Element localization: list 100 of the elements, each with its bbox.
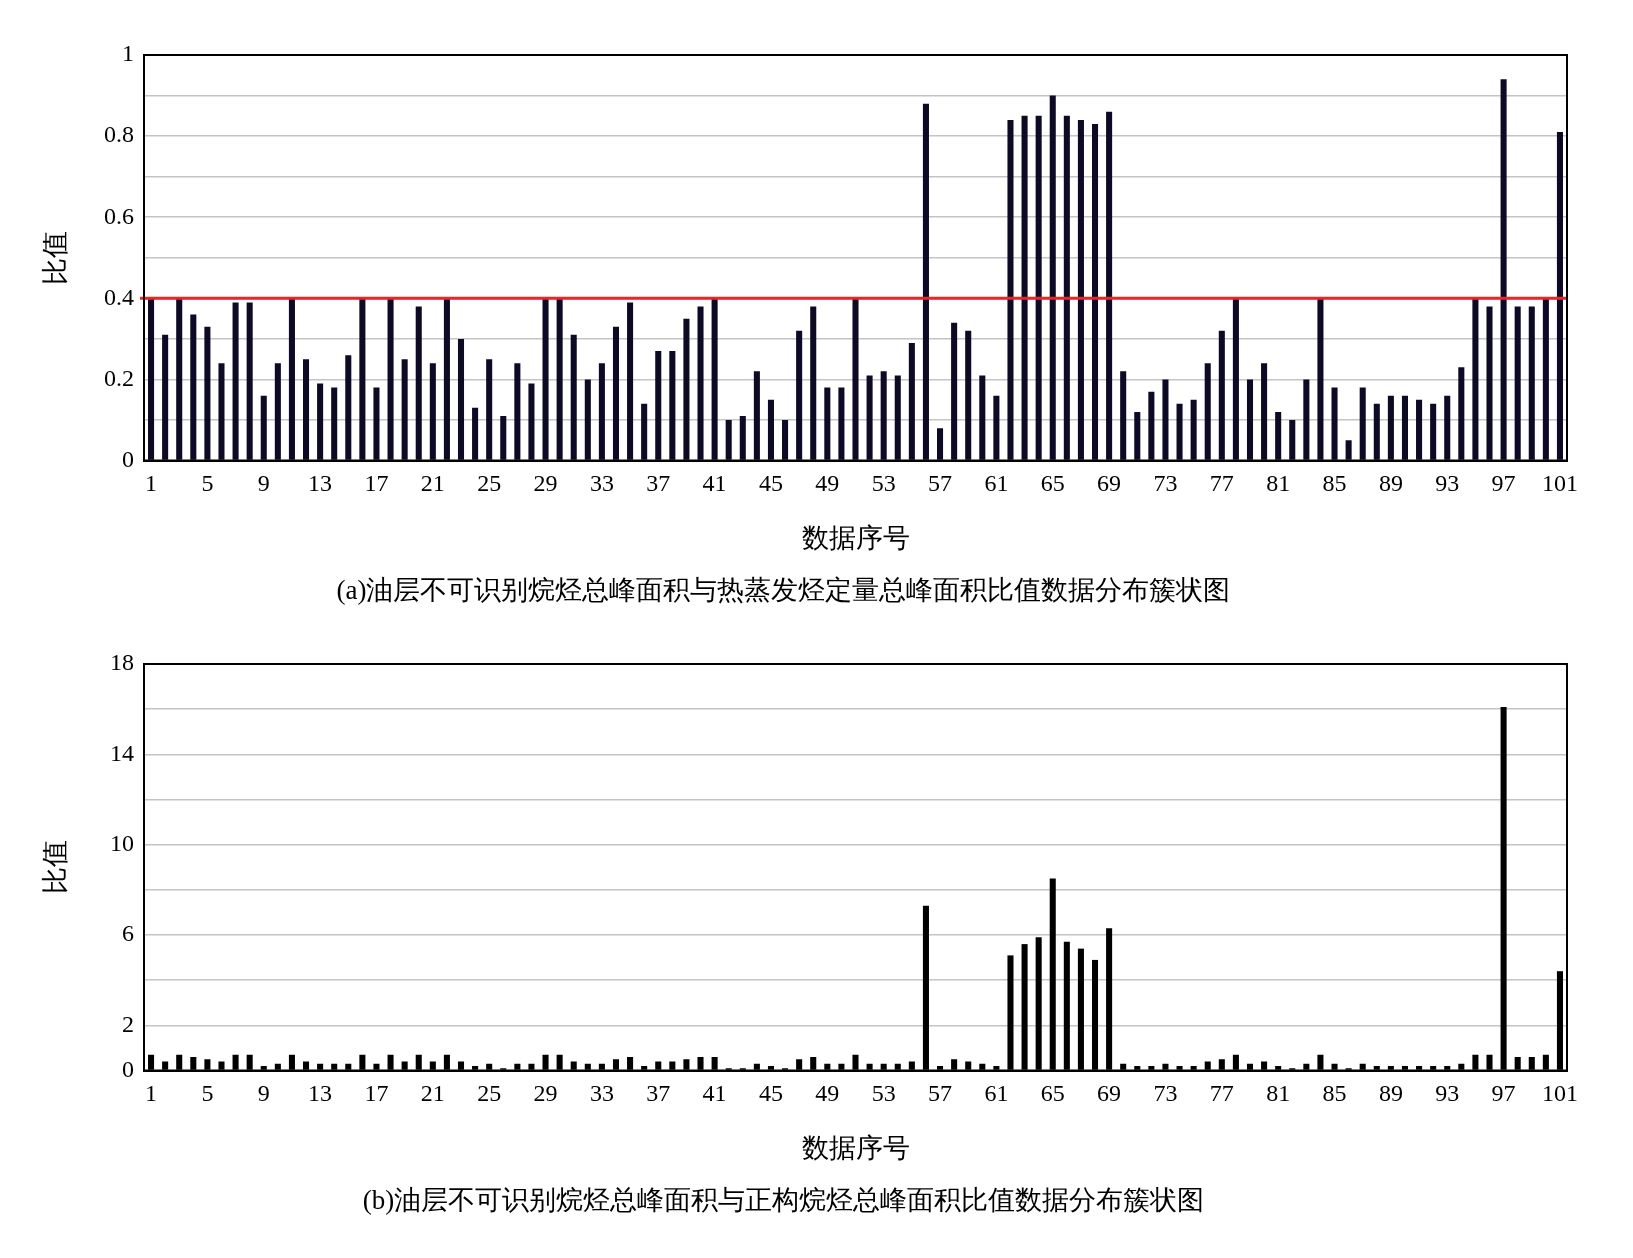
x-tick-label: 49: [815, 470, 840, 497]
bar: [274, 363, 281, 460]
x-tick-label: 17: [364, 1080, 389, 1107]
bar: [359, 298, 366, 460]
bar: [1021, 115, 1028, 460]
y-tick-label: 1: [122, 40, 134, 67]
bar: [345, 355, 352, 460]
bar: [1134, 411, 1141, 460]
x-tick-label: 29: [533, 1080, 558, 1107]
bar: [443, 298, 450, 460]
bar: [1063, 115, 1070, 460]
x-tick-label: 101: [1541, 470, 1578, 497]
bar: [260, 395, 267, 460]
x-tick-label: 65: [1040, 470, 1065, 497]
bar: [246, 302, 253, 460]
bar: [951, 322, 958, 460]
bar: [1148, 391, 1155, 460]
x-tick-label: 81: [1266, 470, 1291, 497]
y-tick-label: 0: [122, 445, 134, 472]
bar: [725, 420, 732, 460]
y-tick-label: 10: [110, 830, 134, 857]
x-tick-label: 49: [815, 1080, 840, 1107]
bar: [148, 298, 155, 460]
bar: [1289, 420, 1296, 460]
x-tick-label: 69: [1097, 470, 1122, 497]
bar: [1458, 367, 1465, 460]
bar: [232, 302, 239, 460]
bar: [1120, 371, 1127, 460]
bar: [612, 326, 620, 460]
bar: [1373, 403, 1380, 460]
bar: [472, 407, 479, 460]
x-tick-label: 13: [308, 470, 333, 497]
bar: [683, 318, 690, 460]
bar: [1190, 399, 1197, 460]
x-tick-label: 85: [1322, 470, 1347, 497]
bar: [1486, 306, 1493, 460]
bar: [1077, 119, 1084, 460]
bar: [542, 298, 549, 460]
x-tick-label: 25: [477, 470, 502, 497]
x-tick-label: 33: [589, 1080, 614, 1107]
bar: [767, 399, 774, 460]
bar: [711, 298, 718, 460]
y-tick-label: 0.8: [104, 121, 134, 148]
bar: [852, 298, 859, 460]
x-tick-label: 57: [928, 470, 953, 497]
x-tick-label: 53: [871, 470, 896, 497]
bar: [486, 359, 493, 460]
bar: [528, 383, 535, 460]
bar: [641, 403, 648, 460]
bar: [1514, 306, 1521, 460]
bar: [1176, 403, 1183, 460]
bar: [457, 338, 465, 460]
bar: [1261, 363, 1268, 460]
bar: [218, 363, 225, 460]
bar: [1430, 403, 1437, 460]
bar: [1035, 115, 1042, 460]
bar: [190, 314, 197, 460]
bar: [1387, 395, 1394, 460]
bar: [1345, 440, 1352, 460]
x-axis-title: 数据序号: [801, 523, 910, 554]
x-axis-title: 数据序号: [801, 1133, 910, 1164]
bar: [1232, 298, 1239, 460]
x-tick-label: 33: [589, 470, 614, 497]
x-tick-label: 45: [758, 470, 783, 497]
bar: [1246, 379, 1254, 460]
bar: [1218, 330, 1225, 460]
bar: [331, 387, 338, 460]
bar: [1444, 395, 1451, 460]
x-tick-label: 1: [145, 470, 158, 497]
x-tick-label: 93: [1435, 470, 1460, 497]
x-tick-label: 21: [420, 1080, 445, 1107]
x-tick-label: 9: [257, 470, 270, 497]
x-tick-label: 41: [702, 470, 727, 497]
x-tick-label: 61: [984, 1080, 1009, 1107]
bar: [1416, 399, 1423, 460]
bar: [894, 375, 901, 460]
x-tick-label: 97: [1491, 470, 1516, 497]
bar: [162, 334, 169, 460]
bar: [429, 363, 436, 460]
bar: [669, 351, 676, 460]
y-tick-label: 18: [110, 649, 134, 676]
bar: [556, 298, 563, 460]
x-tick-label: 69: [1097, 1080, 1122, 1107]
x-tick-label: 93: [1435, 1080, 1460, 1107]
bar: [584, 379, 591, 460]
bar: [570, 334, 577, 460]
y-axis-title: 比值: [40, 230, 71, 285]
bar: [1049, 95, 1056, 460]
text: (a)油层不可识别烷烃总峰面积与热蒸发烃定量总峰面积比值数据分布簇状图: [336, 574, 1231, 605]
x-tick-label: 89: [1378, 470, 1403, 497]
bar: [655, 351, 662, 460]
bar: [1091, 123, 1099, 460]
bar: [1275, 411, 1282, 460]
bar: [993, 395, 1000, 460]
bar: [288, 298, 295, 460]
bar: [1542, 298, 1549, 460]
x-tick-label: 41: [702, 1080, 727, 1107]
x-tick-label: 89: [1378, 1080, 1403, 1107]
x-tick-label: 73: [1153, 470, 1178, 497]
x-tick-label: 21: [420, 470, 445, 497]
